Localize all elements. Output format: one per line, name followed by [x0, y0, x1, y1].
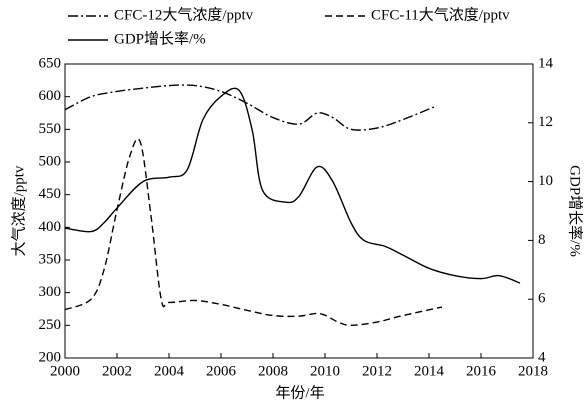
line	[64, 138, 443, 327]
x-tick-label: 2016	[466, 363, 497, 379]
y-axis-label: 大气浓度/pptv	[10, 165, 27, 256]
x-tick-label: 2012	[362, 363, 392, 379]
y2-tick-label: 10	[538, 173, 553, 189]
y-tick-label: 650	[39, 55, 62, 71]
y-tick-label: 300	[39, 284, 62, 300]
y2-tick-label: 8	[538, 232, 546, 248]
x-tick-label: 2018	[518, 363, 548, 379]
x-axis-label: 年份/年	[275, 384, 324, 401]
y-tick-label: 350	[39, 251, 62, 267]
y-tick-label: 250	[39, 317, 62, 333]
y-tick-label: 600	[39, 88, 62, 104]
x-tick-label: 2006	[206, 363, 237, 379]
y2-axis-label: GDP增长率/%	[567, 165, 584, 257]
x-tick-label: 2004	[154, 363, 185, 379]
y-tick-label: 450	[39, 186, 62, 202]
y2-tick-label: 14	[538, 55, 554, 71]
y2-tick-label: 4	[538, 349, 546, 365]
y-tick-label: 500	[39, 153, 62, 169]
y-tick-label: 550	[39, 121, 62, 137]
x-tick-label: 2008	[258, 363, 288, 379]
plot-frame	[64, 63, 534, 359]
legend-label: CFC-11大气浓度/pptv	[371, 6, 510, 23]
x-tick-label: 2010	[310, 363, 340, 379]
legend-label: CFC-12大气浓度/pptv	[114, 6, 254, 23]
y-tick-label: 200	[39, 349, 62, 365]
y2-tick-label: 6	[538, 291, 546, 307]
y-tick-label: 400	[39, 219, 62, 235]
x-tick-label: 2014	[414, 363, 445, 379]
line	[64, 87, 521, 284]
line	[64, 84, 438, 131]
y2-tick-label: 12	[538, 114, 553, 130]
x-tick-label: 2000	[50, 363, 80, 379]
legend-label: GDP增长率/%	[114, 30, 206, 47]
x-tick-label: 2002	[102, 363, 132, 379]
